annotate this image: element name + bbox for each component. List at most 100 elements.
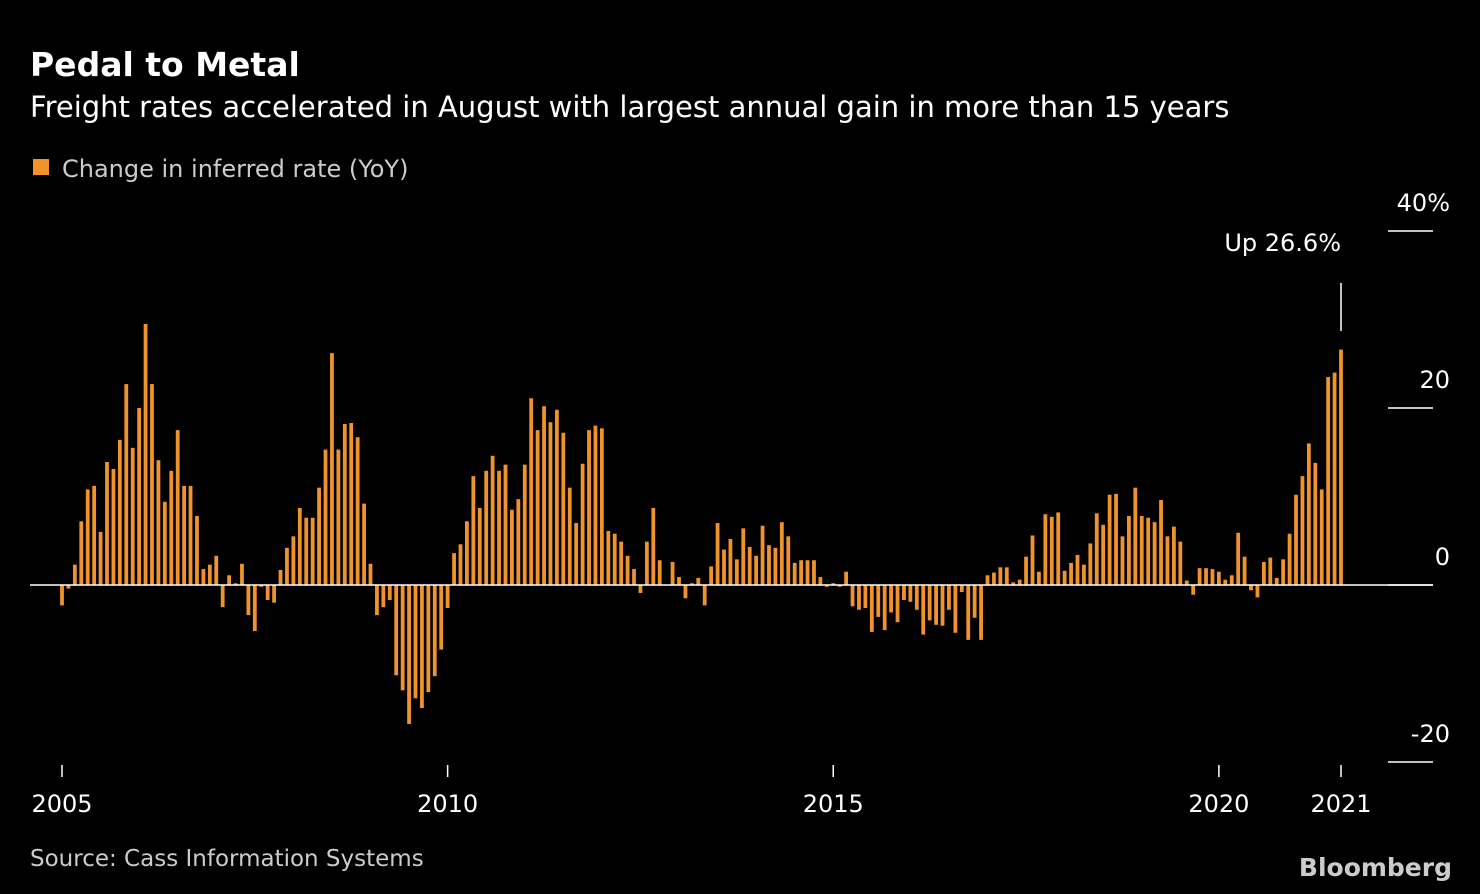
legend-label: Change in inferred rate (YoY)	[62, 155, 408, 183]
bar	[1326, 377, 1331, 585]
bar	[317, 487, 321, 585]
bar	[985, 575, 990, 585]
bar	[914, 585, 919, 610]
bar	[728, 538, 733, 585]
bar	[818, 577, 823, 585]
x-tick-label: 2021	[1310, 790, 1371, 818]
bar	[651, 508, 656, 585]
bar	[670, 561, 675, 585]
bar	[863, 585, 868, 609]
bar	[1127, 515, 1131, 585]
bar	[1017, 579, 1022, 585]
bar	[1088, 543, 1093, 585]
bar	[207, 564, 212, 585]
bar	[1011, 582, 1016, 585]
bar	[400, 585, 405, 691]
bar	[1159, 500, 1163, 585]
bar	[465, 521, 469, 585]
bar	[265, 585, 270, 601]
bar	[336, 449, 341, 585]
bar	[1229, 575, 1234, 585]
bar	[169, 470, 174, 585]
bar	[214, 555, 219, 585]
bar	[979, 585, 983, 640]
bar	[490, 455, 495, 585]
bar	[1274, 577, 1279, 585]
bar	[876, 585, 881, 617]
bar	[786, 536, 791, 585]
x-tick-label: 2020	[1188, 790, 1249, 818]
bar	[812, 560, 816, 585]
bar	[278, 569, 283, 585]
bar	[741, 528, 746, 585]
y-tick-label: 0	[1435, 543, 1450, 571]
y-tick-label: 20	[1419, 366, 1450, 394]
bar	[201, 569, 206, 585]
bar	[503, 464, 508, 585]
bar	[92, 485, 97, 585]
bar	[1191, 585, 1196, 595]
bar	[844, 571, 849, 585]
bar	[407, 585, 411, 724]
bar	[966, 585, 971, 640]
bar	[554, 409, 559, 585]
bar	[1313, 462, 1318, 585]
bar	[240, 563, 244, 585]
bar	[1261, 561, 1266, 585]
bar	[760, 525, 765, 585]
bar	[105, 461, 109, 585]
bar	[689, 583, 694, 585]
bar	[355, 437, 360, 585]
bar	[394, 585, 399, 676]
chart-title: Pedal to Metal	[30, 45, 300, 84]
bar	[895, 585, 900, 623]
bar	[1268, 557, 1273, 585]
x-tick-label: 2005	[31, 790, 92, 818]
bar	[779, 522, 784, 585]
bar	[381, 585, 386, 608]
bar	[1249, 585, 1253, 591]
bar	[137, 408, 142, 585]
bar	[1171, 526, 1176, 585]
bar	[368, 563, 373, 585]
bar	[420, 585, 424, 709]
bar	[921, 585, 926, 635]
bar	[330, 353, 334, 585]
bar	[413, 585, 418, 699]
bar	[445, 585, 450, 609]
bar	[953, 585, 958, 633]
bar	[98, 531, 103, 585]
bar	[574, 523, 579, 585]
bar	[1216, 571, 1221, 585]
bar	[387, 585, 392, 601]
y-tick-label: -20	[1411, 720, 1450, 748]
bar	[1242, 556, 1247, 585]
bar	[857, 585, 861, 610]
bar	[1165, 536, 1170, 585]
bar	[79, 521, 84, 585]
bar	[715, 523, 720, 585]
bar	[593, 425, 598, 585]
bar	[375, 585, 379, 616]
bar	[632, 569, 636, 585]
bar	[869, 585, 874, 632]
bar	[683, 585, 688, 599]
bar	[1133, 487, 1138, 585]
x-tick-label: 2010	[417, 790, 478, 818]
bar	[529, 398, 534, 585]
bar	[657, 560, 662, 585]
bar	[304, 517, 309, 585]
bar	[799, 560, 804, 585]
bar	[323, 449, 328, 585]
bar	[111, 469, 116, 585]
bar	[1306, 443, 1311, 585]
bar	[1030, 535, 1035, 585]
bar	[1120, 536, 1125, 585]
bar	[561, 432, 566, 585]
bar	[696, 577, 701, 585]
bar	[1075, 554, 1080, 585]
bar	[117, 439, 122, 585]
bar	[677, 577, 681, 585]
bar	[702, 585, 707, 606]
